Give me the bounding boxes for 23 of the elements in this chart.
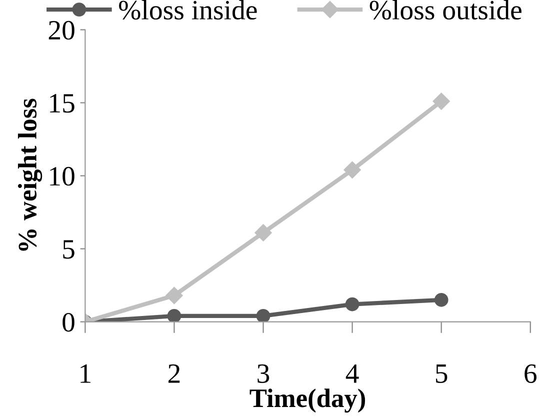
y-tick-label: 20 (48, 20, 74, 40)
y-tick-label: 15 (50, 94, 74, 113)
y-axis-title: % weight loss (18, 98, 42, 251)
x-tick-label: 4 (346, 364, 359, 383)
x-tick-label: 2 (168, 364, 180, 383)
point (167, 309, 182, 322)
point (256, 309, 270, 322)
point (344, 161, 361, 178)
point (254, 224, 272, 242)
point (166, 286, 183, 304)
point (432, 92, 450, 110)
y-tick-label: 5 (63, 240, 74, 259)
x-axis-title: Time(day) (250, 388, 366, 413)
y-tick-label: 0 (62, 312, 74, 332)
legend-label: %loss inside (119, 0, 257, 20)
x-tick-label: 1 (80, 364, 90, 383)
legend-label: %loss outside (370, 0, 522, 20)
x-tick-label: 6 (524, 364, 536, 384)
point (434, 292, 448, 307)
y-tick-label: 10 (50, 166, 74, 186)
x-tick-label: 3 (258, 364, 270, 384)
point (345, 297, 360, 312)
x-tick-label: 5 (436, 364, 448, 384)
